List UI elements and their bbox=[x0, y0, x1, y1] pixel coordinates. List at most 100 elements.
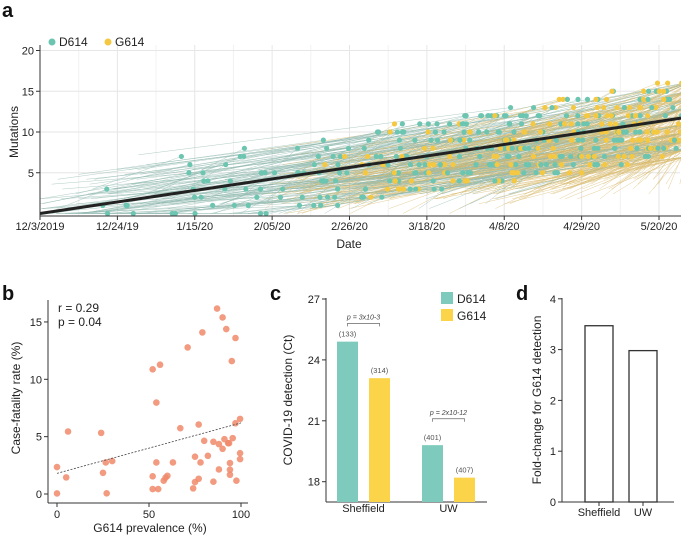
point-d614 bbox=[344, 170, 350, 176]
legend-marker-d614 bbox=[48, 38, 56, 46]
y-tick-label: 0 bbox=[550, 497, 556, 509]
point-d614 bbox=[492, 178, 498, 184]
trajectory-line bbox=[62, 164, 370, 190]
point-g614 bbox=[495, 178, 502, 184]
point-d614 bbox=[441, 129, 447, 135]
x-tick-label: 50 bbox=[143, 509, 155, 521]
point-d614 bbox=[198, 194, 204, 200]
legend-label-g614: G614 bbox=[457, 309, 487, 323]
point-d614 bbox=[231, 202, 237, 208]
y-tick-label: 15 bbox=[30, 317, 42, 329]
point-d614 bbox=[511, 129, 517, 135]
point-g614 bbox=[661, 88, 667, 94]
point-d614 bbox=[294, 145, 301, 151]
bar-count-label: (133) bbox=[339, 330, 357, 339]
p-value-label: p = 3x10-3 bbox=[346, 314, 380, 321]
trajectory-line bbox=[429, 84, 681, 146]
point-g614 bbox=[560, 96, 566, 102]
point-g614 bbox=[579, 170, 585, 176]
point-d614 bbox=[311, 162, 317, 168]
point-d614 bbox=[467, 170, 474, 176]
bar-count-label: (314) bbox=[371, 366, 389, 375]
x-tick-label: 0 bbox=[54, 509, 60, 521]
panel-label-d: d bbox=[516, 283, 528, 305]
point-d614 bbox=[655, 145, 661, 151]
point-d614 bbox=[431, 186, 437, 192]
point-d614 bbox=[245, 202, 251, 208]
trajectory-line bbox=[219, 172, 340, 204]
trajectory-line bbox=[99, 188, 246, 214]
point-d614 bbox=[619, 137, 625, 143]
point-g614 bbox=[518, 145, 524, 151]
data-point bbox=[149, 485, 156, 493]
data-point bbox=[236, 455, 244, 463]
point-d614 bbox=[666, 96, 672, 102]
point-d614 bbox=[422, 162, 428, 168]
data-point bbox=[213, 305, 221, 312]
point-d614 bbox=[523, 162, 529, 168]
data-point bbox=[184, 344, 191, 351]
point-d614 bbox=[671, 137, 678, 143]
point-d614 bbox=[130, 210, 136, 217]
point-d614 bbox=[645, 88, 652, 94]
trajectory-line bbox=[411, 141, 681, 185]
point-d614 bbox=[575, 121, 581, 127]
p-value-label: p = 2x10-12 bbox=[429, 410, 467, 417]
data-point bbox=[236, 449, 244, 457]
point-d614 bbox=[205, 178, 211, 184]
point-g614 bbox=[614, 104, 620, 111]
point-d614 bbox=[187, 162, 193, 168]
point-d614 bbox=[594, 162, 600, 168]
point-g614 bbox=[511, 178, 518, 184]
trajectory-line bbox=[577, 159, 681, 200]
point-d614 bbox=[373, 153, 379, 160]
point-g614 bbox=[399, 153, 405, 160]
point-g614 bbox=[552, 153, 558, 160]
data-point bbox=[210, 478, 217, 486]
trajectory-line bbox=[137, 123, 464, 170]
point-d614 bbox=[554, 170, 561, 176]
point-d614 bbox=[397, 145, 404, 151]
significance-bracket bbox=[432, 418, 465, 422]
point-d614 bbox=[394, 129, 400, 135]
panel-label-c: c bbox=[270, 283, 281, 305]
point-g614 bbox=[599, 121, 605, 127]
point-g614 bbox=[637, 104, 643, 111]
point-d614 bbox=[413, 186, 419, 192]
point-g614 bbox=[625, 113, 631, 119]
y-tick-label: 5 bbox=[28, 168, 34, 180]
trajectory-line bbox=[552, 94, 681, 160]
data-point bbox=[225, 439, 233, 447]
point-g614 bbox=[640, 96, 647, 102]
point-g614 bbox=[568, 137, 574, 143]
point-d614 bbox=[518, 121, 525, 127]
x-tick-label: UW bbox=[634, 507, 653, 519]
point-d614 bbox=[618, 162, 624, 168]
point-d614 bbox=[201, 178, 207, 184]
point-d614 bbox=[484, 129, 490, 135]
x-tick-label: 1/15/20 bbox=[176, 221, 213, 233]
point-d614 bbox=[258, 170, 264, 176]
y-axis-label: COVID-19 detection (Ct) bbox=[281, 335, 295, 466]
trajectory-line bbox=[46, 188, 107, 214]
point-d614 bbox=[379, 194, 385, 200]
point-g614 bbox=[494, 162, 500, 168]
point-d614 bbox=[601, 153, 608, 160]
point-d614 bbox=[522, 145, 528, 151]
point-d614 bbox=[279, 186, 286, 192]
point-d614 bbox=[473, 162, 479, 168]
data-point bbox=[226, 471, 234, 479]
point-g614 bbox=[542, 104, 548, 111]
point-g614 bbox=[677, 137, 681, 143]
point-g614 bbox=[585, 153, 592, 160]
point-d614 bbox=[296, 202, 303, 208]
point-d614 bbox=[413, 170, 419, 176]
data-point bbox=[149, 366, 156, 373]
data-point bbox=[153, 399, 160, 406]
point-g614 bbox=[550, 145, 556, 151]
data-point bbox=[195, 475, 202, 483]
data-point bbox=[97, 429, 105, 437]
point-d614 bbox=[649, 104, 655, 111]
data-point bbox=[219, 314, 226, 321]
